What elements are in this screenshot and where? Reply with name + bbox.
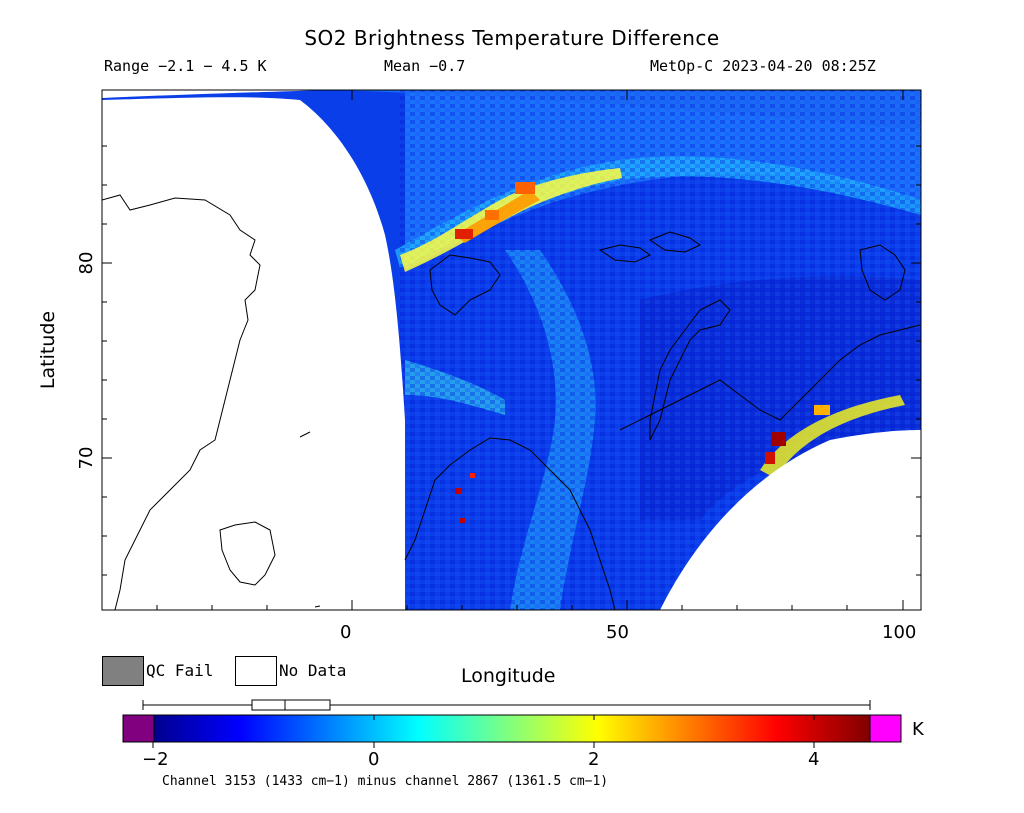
y-tick-70: 70 xyxy=(76,447,97,470)
x-tick-0: 0 xyxy=(340,622,352,643)
no-data-swatch xyxy=(235,656,277,686)
colorbar-tick-0: 0 xyxy=(368,749,380,770)
coastline xyxy=(102,194,921,610)
colorbar-unit: K xyxy=(912,719,924,740)
colorbar xyxy=(122,714,902,748)
plot-frame xyxy=(101,89,922,611)
colorbar-tick-4: 4 xyxy=(808,749,820,770)
y-axis-label: Latitude xyxy=(37,311,59,389)
colorbar-under xyxy=(123,715,154,742)
colorbar-caption: Channel 3153 (1433 cm−1) minus channel 2… xyxy=(162,774,609,789)
x-tick-50: 50 xyxy=(606,622,629,643)
qc-fail-label: QC Fail xyxy=(146,661,214,680)
colorbar-over xyxy=(870,715,901,742)
boxplot xyxy=(142,699,871,711)
satellite-time-text: MetOp-C 2023-04-20 08:25Z xyxy=(650,57,876,75)
colorbar-tick-neg2: −2 xyxy=(142,749,169,770)
chart-title: SO2 Brightness Temperature Difference xyxy=(304,26,720,50)
no-data-label: No Data xyxy=(279,661,347,680)
qc-fail-swatch xyxy=(102,656,144,686)
y-ticks xyxy=(102,145,921,576)
mean-text: Mean −0.7 xyxy=(384,57,466,75)
x-ticks xyxy=(156,90,904,610)
colorbar-tick-2: 2 xyxy=(588,749,600,770)
x-axis-label: Longitude xyxy=(461,665,556,687)
so2-field xyxy=(102,90,921,610)
x-tick-100: 100 xyxy=(882,622,917,643)
colorbar-gradient xyxy=(154,715,870,742)
y-tick-80: 80 xyxy=(76,252,97,275)
range-text: Range −2.1 − 4.5 K xyxy=(104,57,267,75)
